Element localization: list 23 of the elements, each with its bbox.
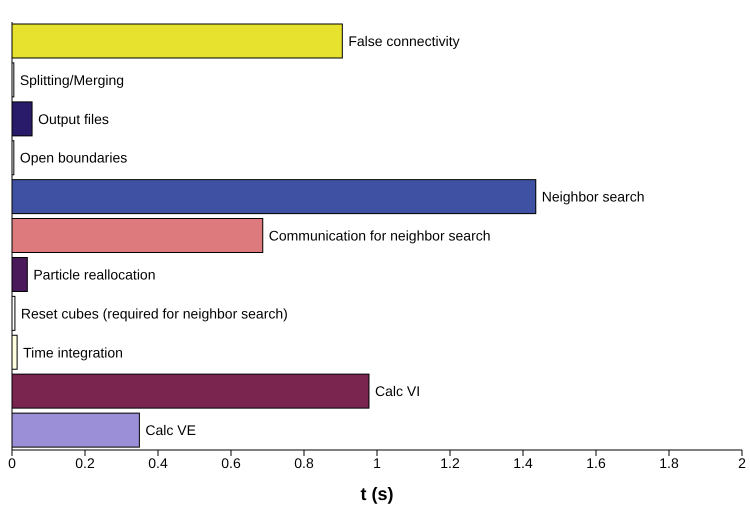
x-tick-label: 1 [373,454,382,471]
x-tick-label: 0.2 [75,454,95,471]
y-tick-label: Time integration [23,344,123,360]
y-tick-label: Calc VE [145,422,196,438]
y-tick-label: False connectivity [348,33,460,49]
y-tick-label: Output files [38,110,109,127]
x-tick-label: 0.6 [221,454,241,471]
x-tick-label: 1.2 [440,454,460,471]
x-tick-label: 0.4 [148,454,168,471]
x-tick-label: 1.6 [586,454,606,471]
x-tick-label: 0.8 [294,454,314,471]
x-tick-label: 2 [738,454,746,471]
x-tick-label: 0 [8,454,16,471]
y-tick-label: Communication for neighbor search [268,228,491,244]
y-tick-label: Particle reallocation [33,266,156,282]
y-tick-label: Neighbor search [542,188,645,205]
y-tick-label: Splitting/Merging [20,72,124,88]
x-tick-label: 1.4 [513,454,533,471]
y-tick-label: Reset cubes (required for neighbor search) [20,305,288,322]
x-tick-label: 1.8 [659,454,679,471]
y-tick-label: Calc VI [374,383,420,400]
y-tick-label: Open boundaries [20,150,128,166]
x-axis-title: t (s) [360,484,394,504]
